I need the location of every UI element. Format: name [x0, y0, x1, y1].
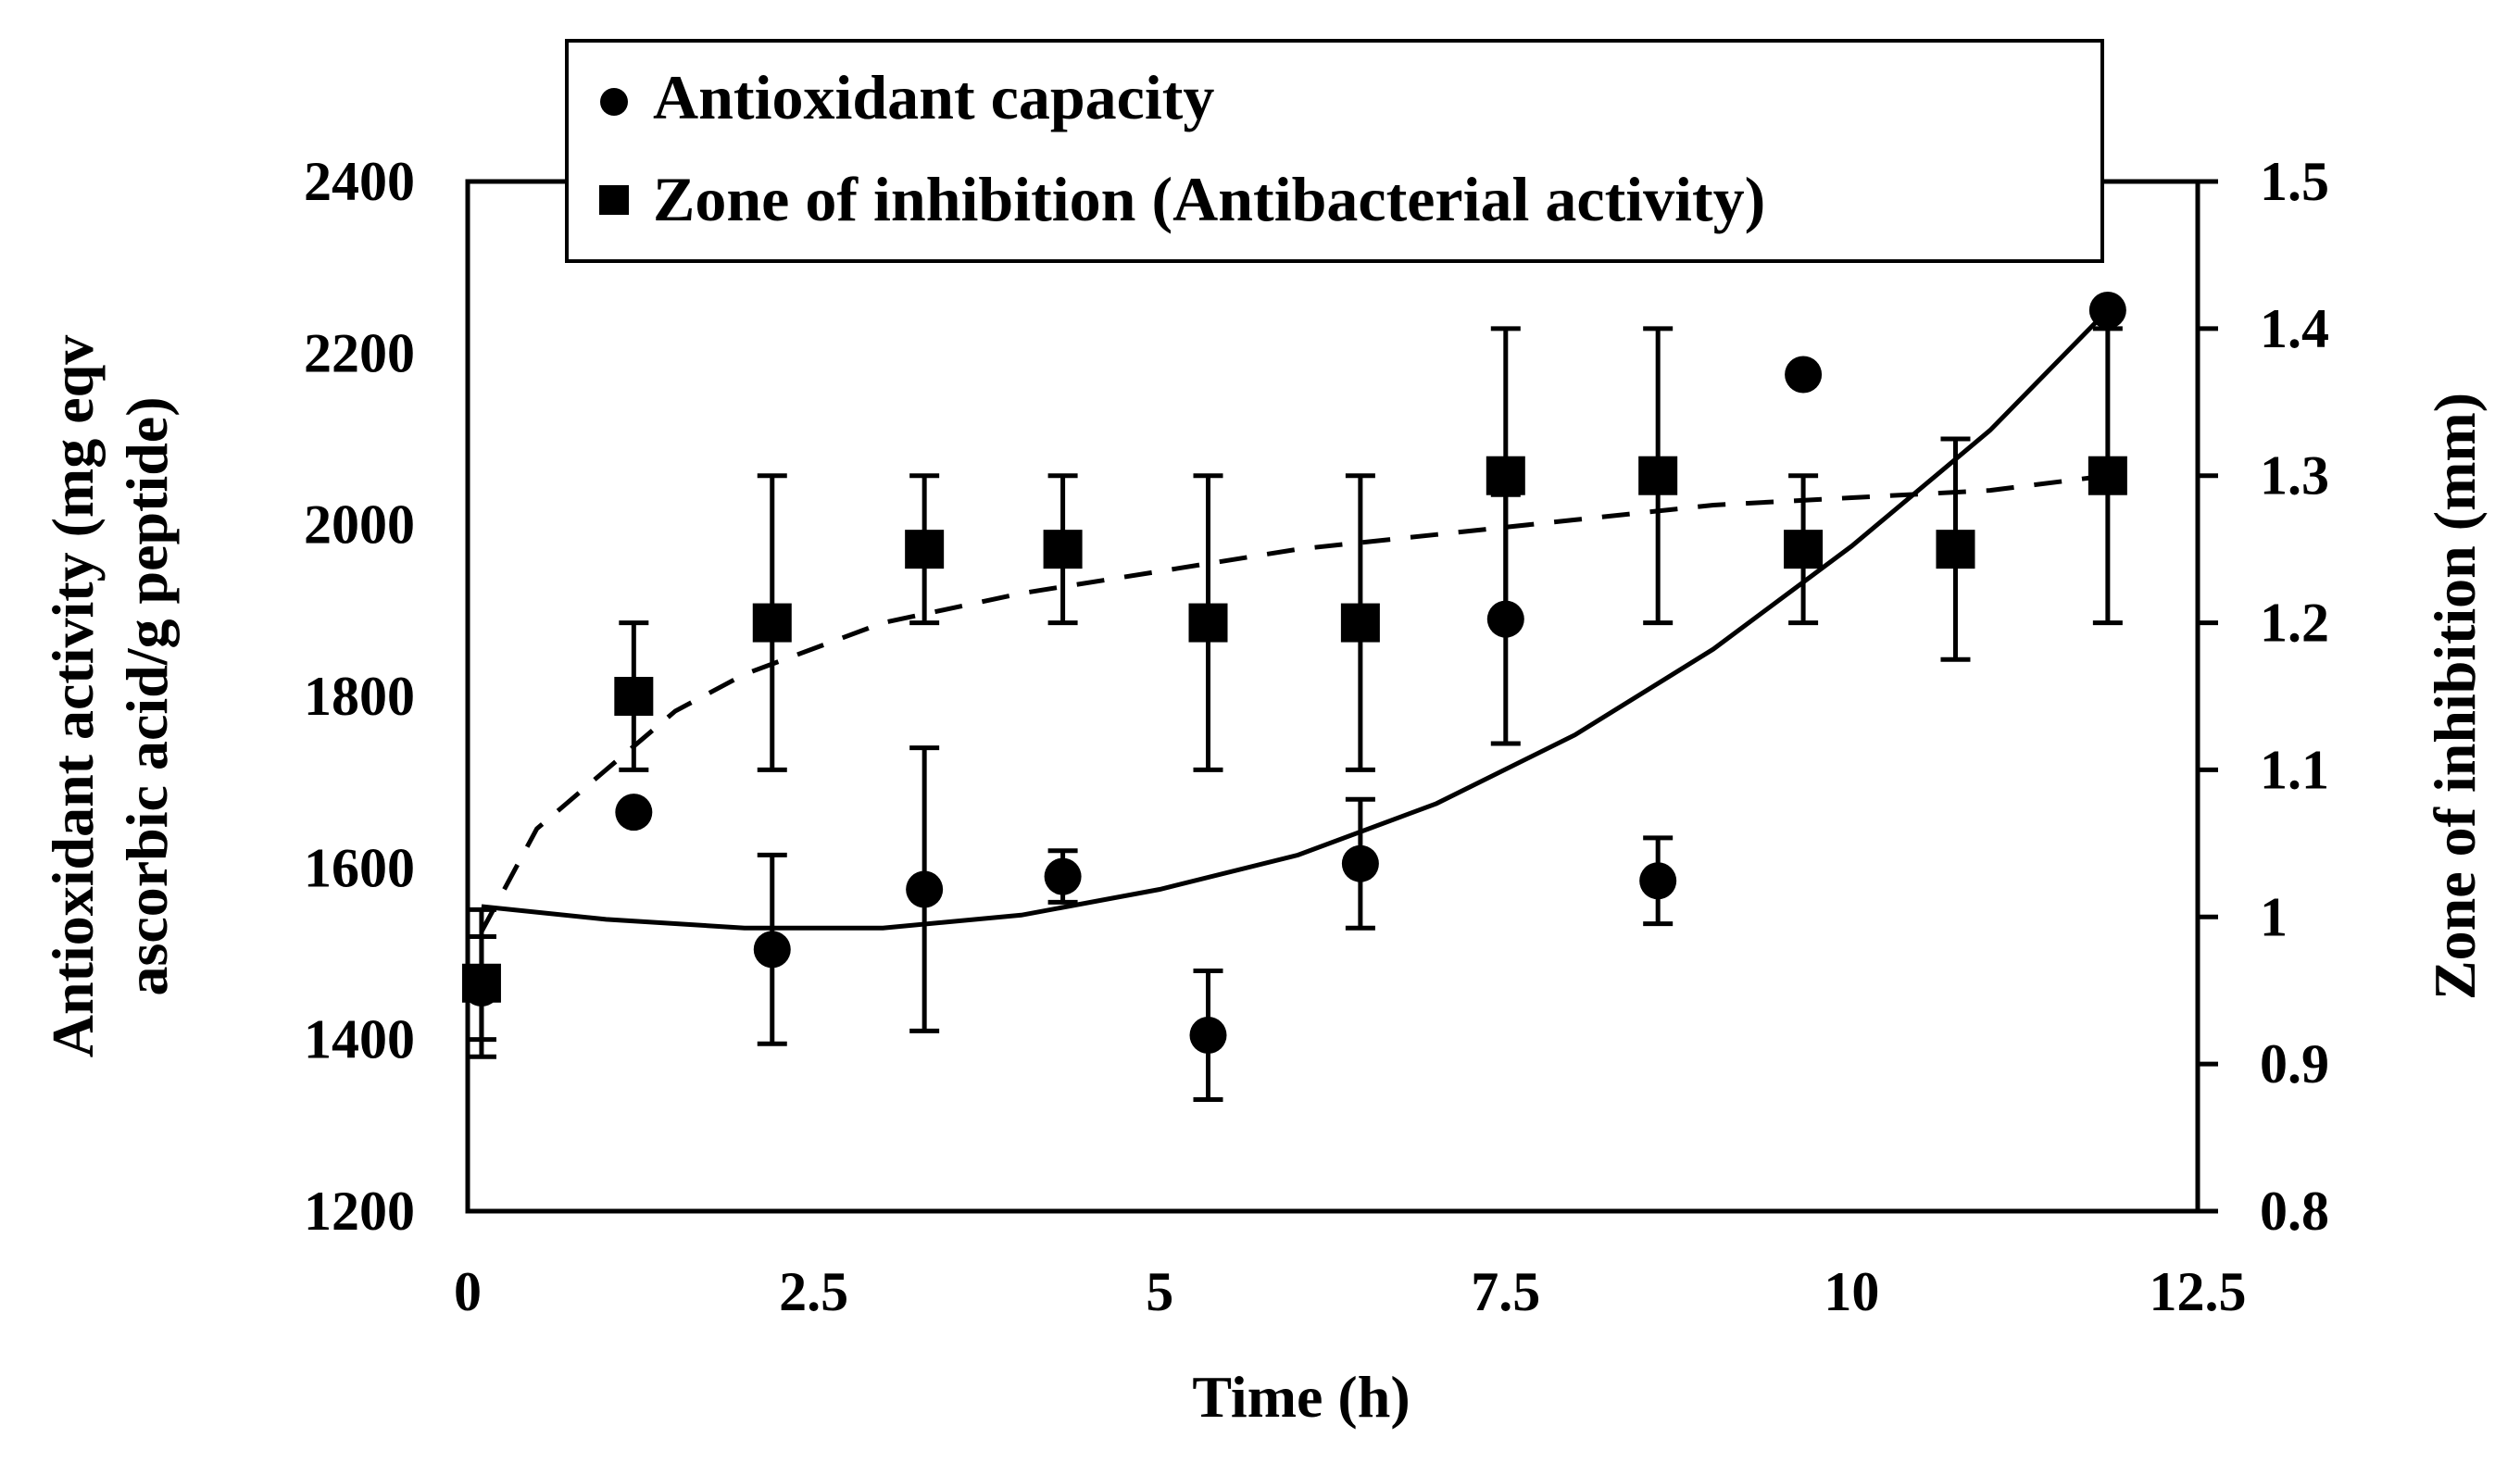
antioxidant-point	[1785, 356, 1823, 394]
x-tick-label: 5	[1146, 1261, 1173, 1322]
antioxidant-point	[1044, 857, 1082, 895]
legend-circle-marker	[600, 88, 628, 116]
y-right-tick-label: 1.5	[2260, 151, 2329, 212]
antioxidant-point	[753, 931, 791, 969]
zone-point	[2087, 456, 2127, 495]
legend-label-zone: Zone of inhibition (Antibacterial activi…	[653, 164, 1765, 234]
x-tick-label: 0	[454, 1261, 482, 1322]
y-right-tick-label: 0.8	[2260, 1181, 2329, 1242]
antioxidant-point	[906, 870, 944, 908]
zone-point	[461, 963, 501, 1003]
antioxidant-point	[1341, 844, 1379, 882]
zone-trend-line	[479, 473, 2109, 933]
antioxidant-point	[1189, 1017, 1227, 1055]
y-left-tick-label: 1200	[304, 1181, 415, 1242]
legend-square-marker	[599, 185, 629, 215]
zone-point	[1043, 530, 1083, 569]
y-left-tick-label: 1600	[304, 837, 415, 898]
antioxidant-point	[1639, 862, 1677, 900]
antioxidant-point	[1486, 600, 1524, 638]
y-right-tick-label: 1	[2260, 886, 2288, 947]
y-right-tick-label: 0.9	[2260, 1033, 2329, 1094]
zone-point	[752, 603, 792, 643]
zone-point	[905, 530, 945, 569]
y-left-tick-label: 2200	[304, 322, 415, 383]
zone-point	[1936, 530, 1975, 569]
y-left-axis-title-line2: ascorbic acid/g peptide)	[114, 396, 180, 995]
legend-box	[565, 39, 2104, 263]
antioxidant-point	[615, 794, 653, 832]
antioxidant-point	[2088, 292, 2126, 329]
y-left-tick-label: 1400	[304, 1009, 415, 1070]
legend: Antioxidant capacity Zone of inhibition …	[565, 39, 2104, 263]
zone-point	[1638, 456, 1678, 495]
plot-area	[465, 179, 2200, 1214]
zone-point	[1340, 603, 1380, 643]
y-left-tick-label: 2000	[304, 494, 415, 556]
x-tick-label: 7.5	[1471, 1261, 1540, 1322]
y-right-tick-label: 1.2	[2260, 593, 2329, 654]
zone-point	[1486, 456, 1525, 495]
y-right-tick-label: 1.1	[2260, 739, 2329, 800]
zone-point	[1188, 603, 1228, 643]
antioxidant-trend-line	[481, 308, 2110, 931]
y-left-axis-title-line1: Antioxidant activity (mg eqv	[40, 335, 106, 1057]
y-right-tick-label: 1.3	[2260, 445, 2329, 506]
zone-point	[614, 677, 654, 716]
zone-point	[1784, 530, 1824, 569]
y-left-tick-label: 1800	[304, 666, 415, 727]
y-left-tick-label: 2400	[304, 151, 415, 212]
y-right-tick-label: 1.4	[2260, 298, 2329, 359]
x-tick-label: 12.5	[2150, 1261, 2247, 1322]
x-tick-label: 2.5	[779, 1261, 848, 1322]
x-tick-label: 10	[1824, 1261, 1879, 1322]
legend-label-antioxidant: Antioxidant capacity	[653, 62, 1214, 132]
x-axis-title: Time (h)	[1192, 1364, 1410, 1430]
y-right-axis-title: Zone of inhibition (mm)	[2422, 393, 2488, 1000]
